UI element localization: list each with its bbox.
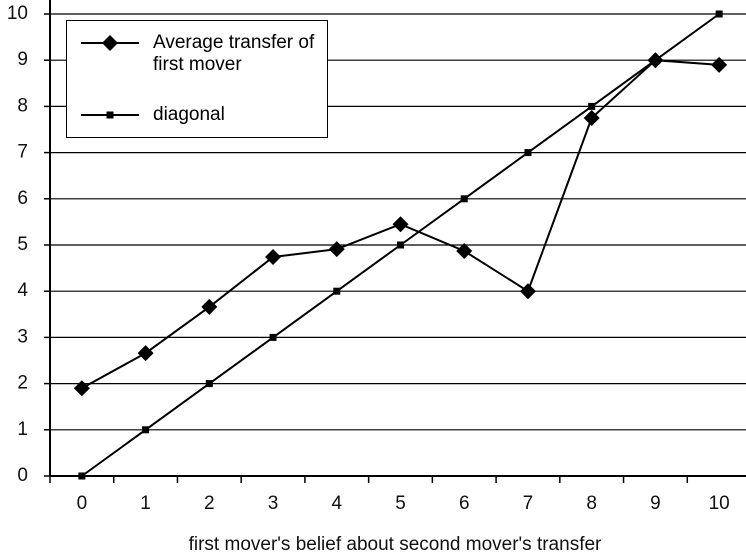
point xyxy=(205,380,213,388)
point xyxy=(328,241,345,258)
y-tick-label: 3 xyxy=(17,326,28,347)
y-tick-label: 6 xyxy=(17,188,28,209)
point xyxy=(333,287,341,295)
x-tick-label: 0 xyxy=(77,493,88,514)
x-tick-label: 9 xyxy=(650,493,661,514)
y-tick-label: 9 xyxy=(17,49,28,70)
legend-label: Average transfer of first mover xyxy=(153,32,315,75)
y-tick-label: 2 xyxy=(17,373,28,394)
x-tick-label: 1 xyxy=(140,493,151,514)
x-tick-label: 8 xyxy=(586,493,597,514)
x-tick-label: 4 xyxy=(331,493,342,514)
point xyxy=(201,298,218,315)
point xyxy=(73,380,90,397)
point xyxy=(397,241,404,249)
point xyxy=(588,102,596,110)
point xyxy=(78,472,86,480)
point xyxy=(651,56,659,64)
legend: Average transfer of first mover diagonal xyxy=(66,20,328,138)
point xyxy=(711,56,728,73)
y-tick-label: 0 xyxy=(17,465,28,486)
x-tick-label: 3 xyxy=(268,493,279,514)
legend-marker xyxy=(106,111,114,119)
x-tick-label: 5 xyxy=(395,493,406,514)
x-axis-label: first mover's belief about second mover'… xyxy=(189,534,602,555)
legend-marker xyxy=(102,35,118,51)
y-tick-label: 10 xyxy=(7,3,28,24)
x-tick-label: 7 xyxy=(523,493,534,514)
point xyxy=(583,109,600,126)
point xyxy=(269,333,277,341)
point xyxy=(265,249,282,266)
y-tick-label: 1 xyxy=(17,419,28,440)
point xyxy=(460,195,468,203)
legend-label: diagonal xyxy=(153,104,225,125)
point xyxy=(392,216,409,233)
point xyxy=(137,345,154,362)
x-tick-label: 10 xyxy=(709,493,730,514)
x-tick-label: 2 xyxy=(204,493,215,514)
x-tick-label: 6 xyxy=(459,493,470,514)
legend-keys xyxy=(81,35,139,119)
y-tick-label: 4 xyxy=(17,280,28,301)
point xyxy=(715,10,723,18)
point xyxy=(519,283,536,300)
y-tick-label: 7 xyxy=(17,142,28,163)
point xyxy=(524,149,532,157)
y-tick-label: 5 xyxy=(17,234,28,255)
point xyxy=(142,426,150,434)
y-tick-label: 8 xyxy=(17,95,28,116)
point xyxy=(456,243,473,260)
